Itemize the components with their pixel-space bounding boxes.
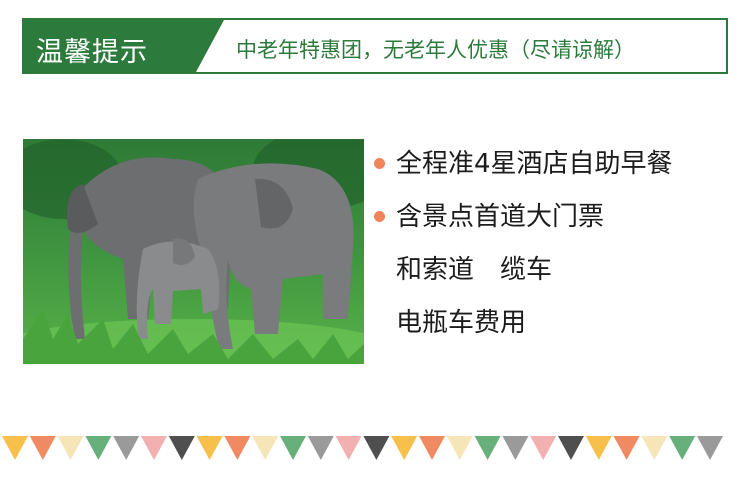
bunting-flag — [85, 436, 112, 460]
feature-item-shuttle: 电瓶车费用 — [374, 303, 734, 356]
bunting-flag — [196, 436, 223, 460]
feature-item-cableway: 和索道 缆车 — [374, 250, 734, 303]
feature-item-label: 含景点首道大门票 — [396, 202, 605, 232]
bunting-flag — [474, 436, 501, 460]
feature-list: 全程准4星酒店自助早餐 含景点首道大门票 和索道 缆车 电瓶车费用 — [374, 144, 734, 356]
feature-item-tickets: 含景点首道大门票 — [374, 197, 734, 250]
feature-item-hotel: 全程准4星酒店自助早餐 — [374, 144, 734, 197]
bunting-flag — [363, 436, 390, 460]
bunting-flag — [558, 436, 584, 460]
bunting-flag — [307, 436, 334, 460]
notice-banner: 温馨提示 中老年特惠团，无老年人优惠（尽请谅解） — [22, 18, 728, 74]
notice-message: 中老年特惠团，无老年人优惠（尽请谅解） — [236, 38, 635, 62]
bullet-dot-icon — [374, 158, 385, 169]
bunting-flag — [419, 436, 445, 460]
bunting-flag — [502, 436, 529, 460]
bunting-flag — [252, 436, 279, 460]
bunting-decoration — [2, 436, 723, 460]
bunting-flag — [2, 436, 28, 460]
bunting-flag — [697, 436, 723, 460]
bullet-dot-icon — [374, 211, 385, 222]
bunting-flag — [141, 436, 167, 460]
feature-item-label: 电瓶车费用 — [396, 308, 527, 338]
bunting-flag — [669, 436, 696, 460]
bunting-flag — [613, 436, 640, 460]
bunting-flag — [335, 436, 362, 460]
bunting-flag — [168, 436, 195, 460]
bunting-flag — [224, 436, 251, 460]
elephant-photo — [23, 139, 364, 364]
bunting-flag — [113, 436, 140, 460]
notice-tag-label: 温馨提示 — [36, 37, 148, 68]
notice-tag: 温馨提示 — [24, 20, 224, 72]
bunting-flag — [530, 436, 557, 460]
bunting-flag — [391, 436, 418, 460]
bunting-flag — [29, 436, 56, 460]
bunting-flag — [446, 436, 473, 460]
feature-item-label: 和索道 缆车 — [396, 255, 553, 285]
bunting-flag — [280, 436, 306, 460]
bunting-flag — [641, 436, 668, 460]
feature-item-label: 全程准4星酒店自助早餐 — [396, 149, 673, 179]
bunting-flag — [585, 436, 612, 460]
bunting-flag — [57, 436, 84, 460]
